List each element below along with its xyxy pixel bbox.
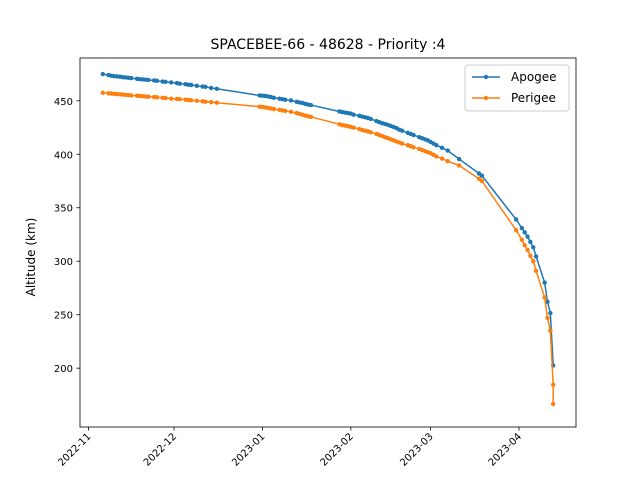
data-point-perigee-81 bbox=[479, 178, 485, 184]
data-point-apogee-82 bbox=[513, 217, 519, 222]
data-point-perigee-25 bbox=[194, 98, 200, 103]
data-point-perigee-93 bbox=[551, 401, 556, 407]
data-point-perigee-0 bbox=[100, 90, 106, 95]
data-point-perigee-79 bbox=[456, 163, 462, 168]
data-point-perigee-19 bbox=[169, 96, 174, 101]
data-point-perigee-69 bbox=[411, 145, 416, 150]
data-point-perigee-88 bbox=[533, 268, 539, 274]
data-point-apogee-90 bbox=[545, 299, 550, 305]
plot-area bbox=[79, 57, 577, 428]
data-point-perigee-86 bbox=[528, 253, 533, 259]
legend-label-perigee: Perigee bbox=[511, 91, 556, 105]
y-tick-label-3: 350 bbox=[54, 204, 73, 215]
data-point-apogee-29 bbox=[214, 86, 220, 92]
data-point-apogee-35 bbox=[271, 95, 277, 100]
data-point-perigee-45 bbox=[308, 114, 314, 120]
data-point-perigee-85 bbox=[525, 247, 530, 253]
data-point-apogee-88 bbox=[533, 254, 539, 259]
data-point-apogee-51 bbox=[351, 112, 356, 117]
legend-label-apogee: Apogee bbox=[511, 70, 557, 84]
data-point-perigee-90 bbox=[545, 315, 550, 321]
y-axis-label: Altitude (km) bbox=[24, 218, 38, 297]
data-point-apogee-86 bbox=[528, 239, 533, 245]
data-point-perigee-91 bbox=[548, 328, 553, 333]
data-point-perigee-76 bbox=[434, 154, 439, 159]
data-point-apogee-91 bbox=[548, 310, 553, 316]
data-point-apogee-56 bbox=[368, 116, 373, 122]
data-point-perigee-28 bbox=[208, 99, 214, 105]
data-point-apogee-21 bbox=[177, 81, 182, 86]
data-point-perigee-77 bbox=[439, 156, 445, 161]
y-tick-label-4: 400 bbox=[54, 150, 73, 161]
data-point-perigee-35 bbox=[271, 106, 277, 112]
data-point-perigee-38 bbox=[283, 108, 288, 114]
data-point-apogee-87 bbox=[531, 245, 536, 250]
data-point-perigee-56 bbox=[368, 130, 373, 135]
data-point-apogee-66 bbox=[399, 128, 405, 133]
data-point-apogee-25 bbox=[194, 83, 200, 89]
data-point-perigee-39 bbox=[288, 109, 294, 115]
data-point-apogee-27 bbox=[203, 84, 208, 90]
data-point-perigee-82 bbox=[513, 228, 519, 233]
data-point-perigee-16 bbox=[154, 95, 160, 100]
data-point-apogee-45 bbox=[308, 102, 314, 108]
data-point-perigee-51 bbox=[351, 125, 356, 130]
data-point-perigee-66 bbox=[399, 141, 405, 146]
y-axis: 200 250 300 350 400 450 bbox=[54, 97, 80, 375]
data-point-perigee-89 bbox=[542, 295, 547, 300]
data-point-apogee-14 bbox=[146, 77, 151, 83]
plot-frame bbox=[79, 57, 577, 428]
data-point-apogee-9 bbox=[129, 75, 134, 81]
data-point-apogee-19 bbox=[169, 80, 174, 85]
data-point-perigee-24 bbox=[188, 98, 194, 103]
legend-marker-apogee bbox=[483, 74, 489, 80]
data-point-perigee-21 bbox=[177, 96, 182, 102]
data-point-perigee-18 bbox=[163, 95, 168, 101]
data-point-apogee-84 bbox=[522, 230, 527, 235]
y-tick-label-1: 250 bbox=[54, 311, 73, 322]
data-point-apogee-18 bbox=[163, 79, 168, 85]
data-point-apogee-79 bbox=[456, 156, 462, 162]
data-point-perigee-14 bbox=[146, 94, 151, 99]
data-point-perigee-84 bbox=[522, 242, 527, 248]
y-tick-label-2: 300 bbox=[54, 257, 73, 268]
data-point-perigee-87 bbox=[531, 259, 536, 264]
data-point-apogee-38 bbox=[283, 97, 288, 102]
data-point-apogee-39 bbox=[288, 98, 294, 103]
data-point-perigee-78 bbox=[445, 159, 450, 164]
data-point-apogee-89 bbox=[542, 280, 547, 285]
data-point-apogee-24 bbox=[188, 82, 194, 88]
y-tick-label-5: 450 bbox=[54, 97, 73, 108]
data-point-apogee-85 bbox=[525, 234, 530, 239]
data-point-apogee-81 bbox=[479, 173, 485, 178]
data-point-apogee-0 bbox=[100, 71, 106, 77]
y-tick-label-0: 200 bbox=[54, 364, 73, 375]
data-point-apogee-16 bbox=[154, 78, 160, 83]
data-point-perigee-9 bbox=[129, 93, 134, 98]
data-point-apogee-83 bbox=[519, 225, 525, 231]
legend-marker-perigee bbox=[483, 95, 489, 101]
data-point-apogee-76 bbox=[434, 142, 439, 148]
chart-title: SPACEBEE-66 - 48628 - Priority :4 bbox=[211, 37, 446, 53]
data-point-perigee-92 bbox=[551, 382, 556, 387]
data-point-perigee-83 bbox=[519, 237, 525, 243]
data-point-apogee-28 bbox=[208, 85, 214, 91]
data-point-perigee-27 bbox=[203, 99, 208, 104]
legend: Apogee Perigee bbox=[464, 64, 570, 112]
data-point-apogee-78 bbox=[445, 148, 450, 153]
data-point-perigee-29 bbox=[214, 100, 220, 105]
data-point-apogee-77 bbox=[439, 145, 445, 151]
data-point-apogee-69 bbox=[411, 132, 416, 138]
